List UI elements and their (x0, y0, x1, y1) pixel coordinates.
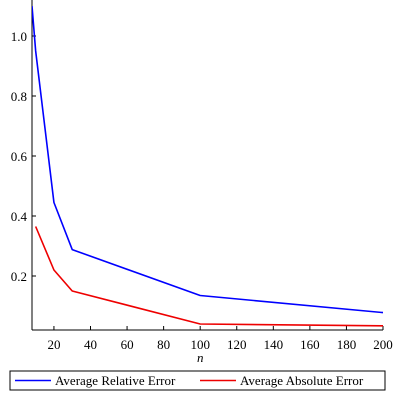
x-tick-label: 60 (121, 337, 134, 352)
y-tick-label: 0.2 (11, 269, 27, 284)
x-tick-label: 20 (47, 337, 60, 352)
y-tick-label: 0.6 (11, 149, 28, 164)
axes: 20 40 60 80 100 120 140 160 180 200 0.2 0.4 0.6 0.8 1.… (11, 0, 393, 365)
series-line-1 (32, 6, 383, 314)
legend-box (9, 370, 386, 391)
x-tick-label: 100 (190, 337, 210, 352)
x-tick-label: 40 (84, 337, 97, 352)
x-tick-label: 120 (227, 337, 247, 352)
legend-label-2: Average Absolute Error (240, 373, 364, 388)
legend-label-1: Average Relative Error (55, 373, 176, 388)
y-tick-label: 0.4 (11, 209, 28, 224)
legend: Average Relative Error Average Absolute E… (9, 370, 386, 391)
x-tick-label: 160 (300, 337, 320, 352)
series-line-2 (34, 226, 383, 327)
x-tick-label: 180 (337, 337, 357, 352)
x-tick-label: 200 (373, 337, 393, 352)
x-axis-title: n (197, 350, 204, 365)
x-tick-label: 140 (264, 337, 284, 352)
y-tick-label: 0.8 (11, 89, 27, 104)
x-tick-label: 80 (157, 337, 170, 352)
series-lines (32, 6, 383, 327)
y-tick-label: 1.0 (11, 29, 27, 44)
